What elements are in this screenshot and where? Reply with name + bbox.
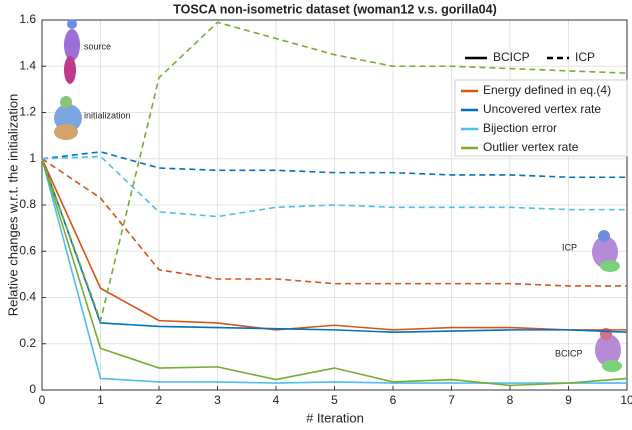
chart-title: TOSCA non-isometric dataset (woman12 v.s… xyxy=(173,2,496,16)
x-tick-label: 1 xyxy=(97,393,104,407)
legend-label: Uncovered vertex rate xyxy=(483,102,601,116)
annotation: source xyxy=(84,41,111,51)
annotation: initialization xyxy=(84,110,131,120)
y-tick-label: 1.4 xyxy=(19,58,36,72)
x-tick-label: 9 xyxy=(565,393,572,407)
series-line xyxy=(41,158,628,387)
icp-shape xyxy=(592,230,620,272)
x-tick-label: 3 xyxy=(214,393,221,407)
series-line xyxy=(41,158,627,287)
legend-style-label: ICP xyxy=(575,50,595,64)
annotation: BCICP xyxy=(555,348,583,358)
x-tick-label: 10 xyxy=(620,393,632,407)
bcicp-shape xyxy=(595,328,622,372)
series-line xyxy=(41,151,627,179)
annotation: ICP xyxy=(562,242,577,252)
series-line xyxy=(41,158,628,333)
y-tick-label: 0.6 xyxy=(19,243,36,257)
x-tick-label: 8 xyxy=(507,393,514,407)
series-line xyxy=(41,158,627,331)
y-tick-label: 0 xyxy=(29,382,36,396)
series-line xyxy=(41,155,627,218)
initialization-shape xyxy=(54,96,82,140)
x-tick-label: 6 xyxy=(390,393,397,407)
legend-label: Bijection error xyxy=(483,121,557,135)
x-tick-label: 5 xyxy=(331,393,338,407)
x-tick-label: 4 xyxy=(273,393,280,407)
series-line xyxy=(41,21,628,324)
series-line xyxy=(41,158,627,384)
x-tick-label: 7 xyxy=(448,393,455,407)
source-shape xyxy=(64,19,80,84)
x-axis-label: # Iteration xyxy=(306,410,364,425)
y-tick-label: 0.2 xyxy=(19,336,36,350)
plot-frame xyxy=(41,19,628,391)
y-tick-label: 0.8 xyxy=(19,197,36,211)
y-tick-label: 0.4 xyxy=(19,290,36,304)
y-tick-label: 1.6 xyxy=(19,12,36,26)
shape-thumbnails xyxy=(54,19,622,372)
legend-label: Energy defined in eq.(4) xyxy=(483,83,611,97)
legend-style-label: BCICP xyxy=(493,50,530,64)
y-tick-label: 1.2 xyxy=(19,105,36,119)
legend-label: Outlier vertex rate xyxy=(483,140,579,154)
x-tick-label: 2 xyxy=(156,393,163,407)
x-tick-label: 0 xyxy=(39,393,46,407)
y-tick-label: 1 xyxy=(29,151,36,165)
legend-box xyxy=(454,79,628,157)
y-axis-label: Relative changes w.r.t. the initializati… xyxy=(5,94,20,317)
